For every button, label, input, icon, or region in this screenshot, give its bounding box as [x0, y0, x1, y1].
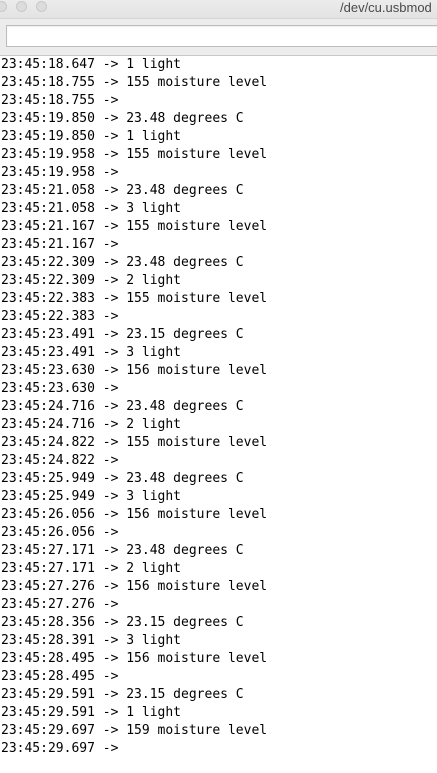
- log-line: 23:45:22.383 ->: [1, 309, 127, 324]
- log-line: 23:45:23.491 -> 23.15 degrees C: [1, 327, 244, 342]
- log-line: 23:45:26.056 ->: [1, 525, 127, 540]
- log-line: 23:45:22.383 -> 155 moisture level: [1, 291, 268, 306]
- log-line: 23:45:27.276 ->: [1, 597, 127, 612]
- log-line: 23:45:21.058 -> 3 light: [1, 201, 182, 216]
- log-line: 23:45:19.958 -> 155 moisture level: [1, 147, 268, 162]
- log-line: 23:45:28.495 -> 156 moisture level: [1, 651, 268, 666]
- log-line: 23:45:24.822 -> 155 moisture level: [1, 435, 268, 450]
- log-line: 23:45:23.630 ->: [1, 381, 127, 396]
- send-toolbar: [0, 19, 437, 56]
- log-line: 23:45:27.171 -> 2 light: [1, 561, 182, 576]
- log-line: 23:45:27.276 -> 156 moisture level: [1, 579, 268, 594]
- log-line: 23:45:22.309 -> 2 light: [1, 273, 182, 288]
- log-line: 23:45:29.591 -> 23.15 degrees C: [1, 687, 244, 702]
- log-line: 23:45:27.171 -> 23.48 degrees C: [1, 543, 244, 558]
- log-line: 23:45:18.755 -> 155 moisture level: [1, 75, 268, 90]
- log-line: 23:45:21.167 -> 155 moisture level: [1, 219, 268, 234]
- log-line: 23:45:29.697 ->: [1, 741, 127, 756]
- window-title: /dev/cu.usbmod: [340, 0, 432, 15]
- log-line: 23:45:22.309 -> 23.48 degrees C: [1, 255, 244, 270]
- close-window-button[interactable]: [0, 1, 7, 12]
- log-line: 23:45:25.949 -> 3 light: [1, 489, 182, 504]
- log-line: 23:45:24.822 ->: [1, 453, 127, 468]
- log-line: 23:45:21.167 ->: [1, 237, 127, 252]
- log-line: 23:45:25.949 -> 23.48 degrees C: [1, 471, 244, 486]
- log-line: 23:45:29.591 -> 1 light: [1, 705, 182, 720]
- log-line: 23:45:28.391 -> 3 light: [1, 633, 182, 648]
- log-line: 23:45:19.850 -> 23.48 degrees C: [1, 111, 244, 126]
- log-line: 23:45:29.697 -> 159 moisture level: [1, 723, 268, 738]
- log-line: 23:45:26.056 -> 156 moisture level: [1, 507, 268, 522]
- log-line: 23:45:19.850 -> 1 light: [1, 129, 182, 144]
- title-bar[interactable]: /dev/cu.usbmod: [0, 0, 437, 19]
- log-line: 23:45:23.630 -> 156 moisture level: [1, 363, 268, 378]
- log-line: 23:45:23.491 -> 3 light: [1, 345, 182, 360]
- log-line: 23:45:24.716 -> 2 light: [1, 417, 182, 432]
- log-line: 23:45:21.058 -> 23.48 degrees C: [1, 183, 244, 198]
- zoom-window-button[interactable]: [36, 1, 47, 12]
- log-line: 23:45:28.356 -> 23.15 degrees C: [1, 615, 244, 630]
- log-line: 23:45:18.647 -> 1 light: [1, 57, 182, 72]
- serial-output[interactable]: 23:45:18.647 -> 1 light 23:45:18.755 -> 1…: [0, 56, 437, 773]
- log-line: 23:45:19.958 ->: [1, 165, 127, 180]
- log-line: 23:45:18.755 ->: [1, 93, 127, 108]
- log-line: 23:45:28.495 ->: [1, 669, 127, 684]
- minimize-window-button[interactable]: [16, 1, 27, 12]
- log-line: 23:45:24.716 -> 23.48 degrees C: [1, 399, 244, 414]
- send-input[interactable]: [6, 25, 437, 47]
